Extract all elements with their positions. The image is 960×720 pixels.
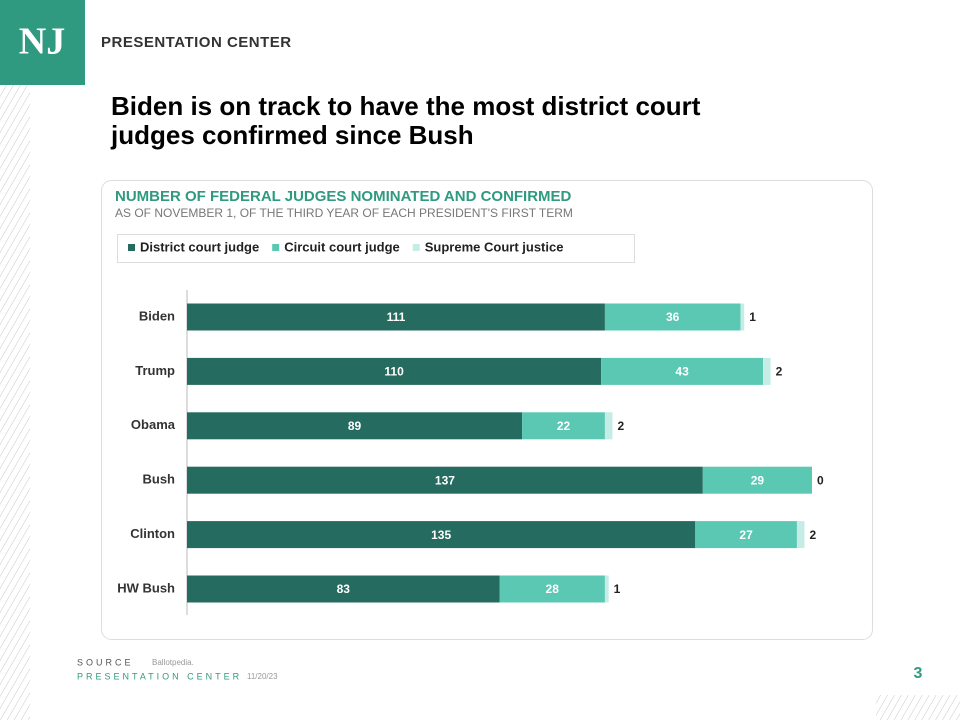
y-tick-label: Clinton <box>130 526 175 541</box>
source-label: SOURCE <box>77 657 134 667</box>
data-label: 1 <box>749 310 756 324</box>
data-label: 89 <box>348 419 362 433</box>
data-label: 2 <box>617 419 624 433</box>
bar-segment <box>604 412 613 440</box>
data-label: 0 <box>817 473 824 487</box>
data-label: 110 <box>384 365 404 379</box>
bar-segment <box>740 303 745 331</box>
data-label: 27 <box>739 528 753 542</box>
org: PRESENTATION CENTER <box>77 671 242 681</box>
data-label: 28 <box>546 582 560 596</box>
legend-frame <box>117 234 635 263</box>
bar-segment <box>187 357 602 385</box>
bar-segment <box>796 521 805 549</box>
y-tick-label: Trump <box>135 363 175 378</box>
chart-subtitle: AS OF NOVEMBER 1, OF THE THIRD YEAR OF E… <box>115 206 573 220</box>
bar-segment <box>601 357 764 385</box>
bar-segment <box>763 357 771 385</box>
logo-box <box>0 0 85 85</box>
bar-segment <box>187 575 500 603</box>
legend-swatch <box>412 244 420 251</box>
bar-segment <box>499 575 605 603</box>
bar-segment <box>604 303 741 331</box>
source: Ballotpedia. <box>152 658 194 667</box>
data-label: 135 <box>431 528 451 542</box>
y-tick-label: Bush <box>143 472 176 487</box>
data-label: 29 <box>751 473 765 487</box>
logo: NJ <box>19 21 65 63</box>
bar-segment <box>187 466 703 494</box>
data-label: 2 <box>809 528 816 542</box>
data-label: 1 <box>614 582 621 596</box>
legend-swatch <box>272 244 280 251</box>
y-tick-label: Biden <box>139 308 175 323</box>
bar-segment <box>695 521 797 549</box>
title: Biden is on track to have the most distr… <box>111 91 701 121</box>
y-tick-label: Obama <box>131 417 176 432</box>
chart-frame <box>101 180 873 640</box>
data-label: 43 <box>675 365 689 379</box>
data-label: 2 <box>776 365 783 379</box>
legend-label: District court judge <box>140 239 259 254</box>
data-label: 137 <box>435 473 455 487</box>
bar-segment <box>187 521 696 549</box>
data-label: 83 <box>337 582 351 596</box>
bar-segment <box>187 412 523 440</box>
bar-segment <box>187 303 605 331</box>
title: judges confirmed since Bush <box>110 120 474 150</box>
data-label: 111 <box>387 310 406 324</box>
brand: PRESENTATION CENTER <box>101 34 292 51</box>
bar-segment <box>522 412 605 440</box>
data-label: 22 <box>557 419 571 433</box>
legend-label: Supreme Court justice <box>425 239 564 254</box>
y-tick-label: HW Bush <box>117 580 175 595</box>
stripes <box>0 85 30 720</box>
bar-segment <box>702 466 812 494</box>
date: 11/20/23 <box>247 672 278 681</box>
legend-label: Circuit court judge <box>284 239 400 254</box>
data-label: 36 <box>666 310 680 324</box>
chart-title: NUMBER OF FEDERAL JUDGES NOMINATED AND C… <box>115 188 572 205</box>
bar-segment <box>604 575 609 603</box>
legend-swatch <box>128 244 135 251</box>
stripes <box>876 695 960 720</box>
page-number: 3 <box>914 665 923 682</box>
